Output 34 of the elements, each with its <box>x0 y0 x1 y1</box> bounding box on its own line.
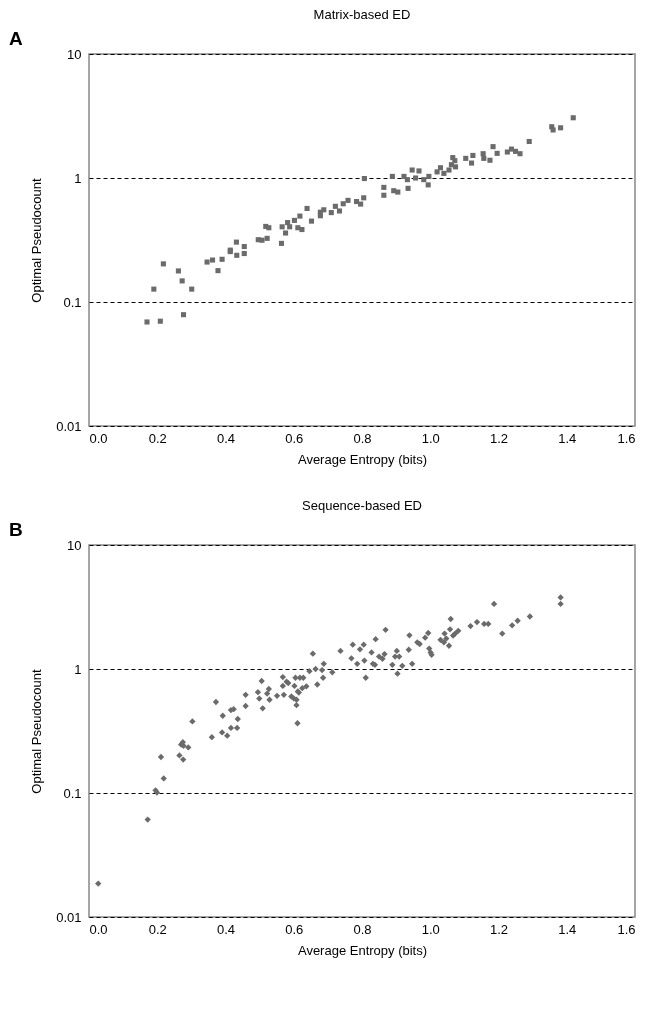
y-tick-label: 0.1 <box>63 785 82 801</box>
x-tick-label: 0.0 <box>89 430 108 446</box>
chart-title: Sequence-based ED <box>302 498 422 513</box>
x-tick-label: 0.8 <box>353 921 372 937</box>
x-tick-label: 0.0 <box>89 921 108 937</box>
y-tick-label: 1 <box>74 661 82 677</box>
y-tick-label: 0.01 <box>56 909 82 925</box>
y-axis-title: Optimal Pseudocount <box>29 668 45 794</box>
x-tick-label: 1.0 <box>421 430 440 446</box>
x-tick-label: 1.6 <box>617 921 636 937</box>
x-tick-label: 0.2 <box>148 430 167 446</box>
x-tick-label: 1.6 <box>617 430 636 446</box>
x-tick-label: 0.4 <box>216 921 236 937</box>
x-axis-title: Average Entropy (bits) <box>297 451 428 467</box>
y-tick-label: 0.01 <box>56 418 82 434</box>
text: B <box>9 519 23 540</box>
x-tick-label: 1.2 <box>489 921 509 937</box>
x-tick-label: 0.4 <box>216 430 236 446</box>
x-tick-label: 1.4 <box>558 430 577 446</box>
x-tick-label: 0.6 <box>285 430 304 446</box>
x-tick-label: 1.2 <box>489 430 509 446</box>
x-tick-label: 1.4 <box>558 921 577 937</box>
x-tick-label: 0.6 <box>285 921 304 937</box>
x-axis-title: Average Entropy (bits) <box>297 942 428 958</box>
y-tick-label: 10 <box>67 46 82 62</box>
y-axis-title: Optimal Pseudocount <box>29 177 45 303</box>
x-tick-label: 0.2 <box>148 921 167 937</box>
x-tick-label: 0.8 <box>353 430 372 446</box>
y-tick-label: 0.1 <box>63 294 82 310</box>
text: A <box>9 28 23 49</box>
chart-title: Matrix-based ED <box>313 7 411 22</box>
x-tick-label: 1.0 <box>421 921 440 937</box>
y-tick-label: 10 <box>67 537 82 553</box>
y-tick-label: 1 <box>74 170 82 186</box>
